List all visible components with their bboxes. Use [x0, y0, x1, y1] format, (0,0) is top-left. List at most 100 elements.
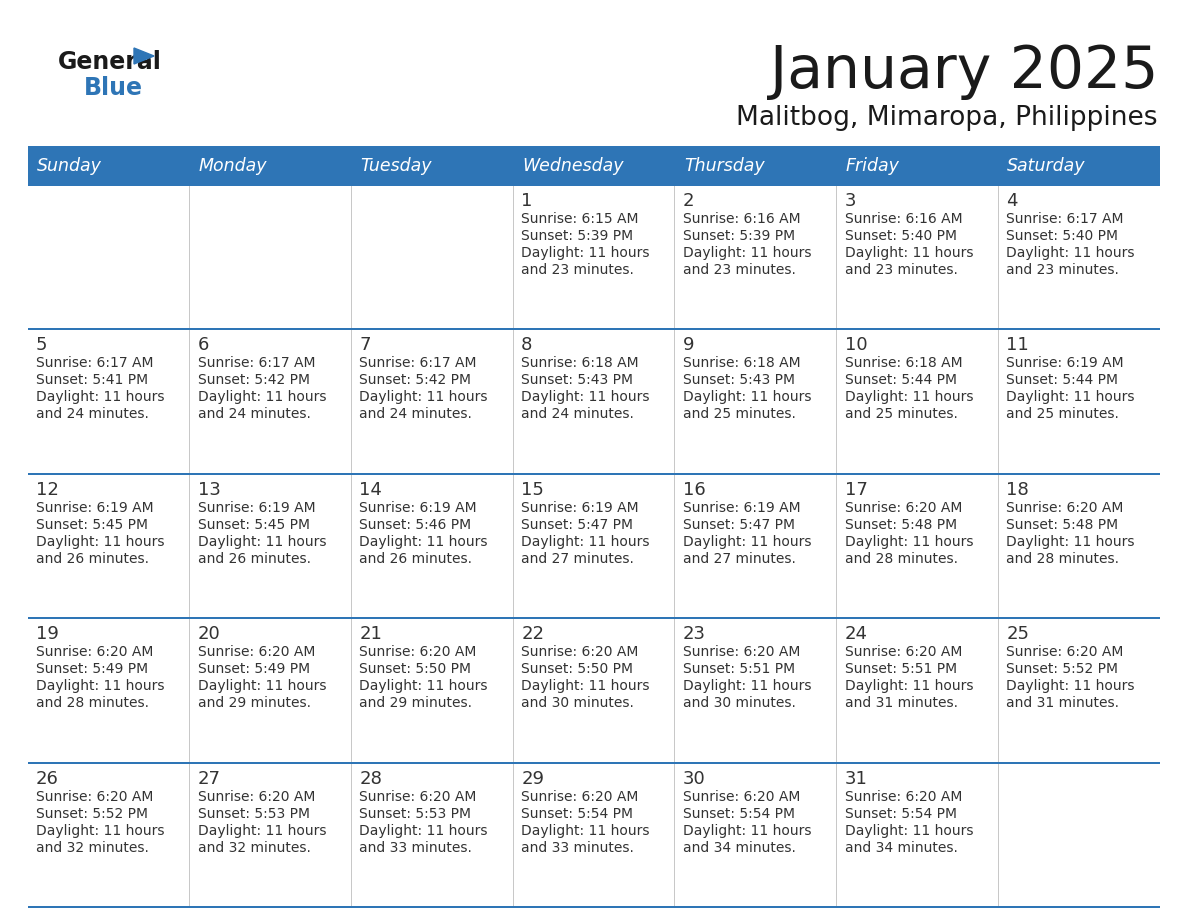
Bar: [836, 330, 998, 473]
Text: Sunrise: 6:17 AM: Sunrise: 6:17 AM: [36, 356, 153, 370]
Bar: [998, 330, 1159, 473]
Text: 11: 11: [1006, 336, 1029, 354]
Text: Sunrise: 6:18 AM: Sunrise: 6:18 AM: [522, 356, 639, 370]
Text: Daylight: 11 hours: Daylight: 11 hours: [683, 535, 811, 549]
Text: Daylight: 11 hours: Daylight: 11 hours: [197, 390, 327, 405]
Bar: [836, 148, 998, 184]
Text: Sunset: 5:45 PM: Sunset: 5:45 PM: [197, 518, 310, 532]
Bar: [513, 475, 675, 617]
Text: Daylight: 11 hours: Daylight: 11 hours: [197, 823, 327, 837]
Text: Sunset: 5:49 PM: Sunset: 5:49 PM: [197, 662, 310, 677]
Text: Sunset: 5:44 PM: Sunset: 5:44 PM: [1006, 374, 1118, 387]
Text: Sunrise: 6:20 AM: Sunrise: 6:20 AM: [197, 645, 315, 659]
Text: and 26 minutes.: and 26 minutes.: [36, 552, 148, 565]
Text: 12: 12: [36, 481, 59, 498]
Text: Sunset: 5:51 PM: Sunset: 5:51 PM: [845, 662, 956, 677]
Text: Blue: Blue: [84, 76, 143, 100]
Text: Sunset: 5:53 PM: Sunset: 5:53 PM: [360, 807, 472, 821]
Text: Daylight: 11 hours: Daylight: 11 hours: [522, 679, 650, 693]
Text: Daylight: 11 hours: Daylight: 11 hours: [845, 679, 973, 693]
Text: Sunrise: 6:17 AM: Sunrise: 6:17 AM: [360, 356, 476, 370]
Text: Sunset: 5:46 PM: Sunset: 5:46 PM: [360, 518, 472, 532]
Text: January 2025: January 2025: [770, 43, 1158, 100]
Text: and 24 minutes.: and 24 minutes.: [36, 408, 148, 421]
Text: Thursday: Thursday: [684, 157, 765, 175]
Text: 25: 25: [1006, 625, 1029, 644]
Bar: [998, 475, 1159, 617]
Bar: [190, 475, 352, 617]
Text: Sunrise: 6:20 AM: Sunrise: 6:20 AM: [360, 789, 476, 803]
Text: and 31 minutes.: and 31 minutes.: [845, 696, 958, 711]
Text: Sunset: 5:43 PM: Sunset: 5:43 PM: [522, 374, 633, 387]
Text: Sunrise: 6:20 AM: Sunrise: 6:20 AM: [845, 645, 962, 659]
Bar: [29, 330, 190, 473]
Text: Sunset: 5:47 PM: Sunset: 5:47 PM: [683, 518, 795, 532]
Text: and 30 minutes.: and 30 minutes.: [522, 696, 634, 711]
Bar: [352, 186, 513, 329]
Bar: [29, 148, 190, 184]
Text: Daylight: 11 hours: Daylight: 11 hours: [360, 679, 488, 693]
Text: Sunrise: 6:15 AM: Sunrise: 6:15 AM: [522, 212, 639, 226]
Text: and 28 minutes.: and 28 minutes.: [1006, 552, 1119, 565]
Bar: [513, 330, 675, 473]
Text: Sunrise: 6:20 AM: Sunrise: 6:20 AM: [1006, 645, 1124, 659]
Text: Sunset: 5:39 PM: Sunset: 5:39 PM: [522, 229, 633, 243]
Text: 23: 23: [683, 625, 706, 644]
Text: and 23 minutes.: and 23 minutes.: [683, 263, 796, 277]
Text: Sunrise: 6:20 AM: Sunrise: 6:20 AM: [683, 645, 801, 659]
Text: 10: 10: [845, 336, 867, 354]
Text: Sunrise: 6:20 AM: Sunrise: 6:20 AM: [845, 501, 962, 515]
Text: Daylight: 11 hours: Daylight: 11 hours: [845, 246, 973, 260]
Text: and 32 minutes.: and 32 minutes.: [197, 841, 310, 855]
Text: 4: 4: [1006, 192, 1018, 210]
Bar: [29, 184, 1159, 186]
Text: Daylight: 11 hours: Daylight: 11 hours: [845, 823, 973, 837]
Text: Sunrise: 6:20 AM: Sunrise: 6:20 AM: [522, 789, 638, 803]
Text: Sunset: 5:50 PM: Sunset: 5:50 PM: [522, 662, 633, 677]
Text: Daylight: 11 hours: Daylight: 11 hours: [36, 823, 164, 837]
Bar: [675, 186, 836, 329]
Bar: [352, 148, 513, 184]
Bar: [190, 330, 352, 473]
Text: 16: 16: [683, 481, 706, 498]
Text: and 31 minutes.: and 31 minutes.: [1006, 696, 1119, 711]
Text: Sunset: 5:53 PM: Sunset: 5:53 PM: [197, 807, 310, 821]
Text: and 33 minutes.: and 33 minutes.: [360, 841, 473, 855]
Bar: [675, 620, 836, 762]
Text: Daylight: 11 hours: Daylight: 11 hours: [1006, 535, 1135, 549]
Text: Sunset: 5:42 PM: Sunset: 5:42 PM: [360, 374, 472, 387]
Text: Daylight: 11 hours: Daylight: 11 hours: [522, 535, 650, 549]
Text: Malitbog, Mimaropa, Philippines: Malitbog, Mimaropa, Philippines: [737, 105, 1158, 131]
Text: Sunrise: 6:18 AM: Sunrise: 6:18 AM: [845, 356, 962, 370]
Text: Daylight: 11 hours: Daylight: 11 hours: [845, 535, 973, 549]
Text: Daylight: 11 hours: Daylight: 11 hours: [360, 823, 488, 837]
Text: Daylight: 11 hours: Daylight: 11 hours: [360, 535, 488, 549]
Text: and 26 minutes.: and 26 minutes.: [197, 552, 311, 565]
Bar: [29, 764, 190, 906]
Text: Daylight: 11 hours: Daylight: 11 hours: [36, 390, 164, 405]
Text: Daylight: 11 hours: Daylight: 11 hours: [683, 679, 811, 693]
Bar: [190, 764, 352, 906]
Text: Sunrise: 6:16 AM: Sunrise: 6:16 AM: [683, 212, 801, 226]
Text: Sunrise: 6:20 AM: Sunrise: 6:20 AM: [845, 789, 962, 803]
Bar: [352, 620, 513, 762]
Text: 2: 2: [683, 192, 694, 210]
Text: Daylight: 11 hours: Daylight: 11 hours: [360, 390, 488, 405]
Text: Sunrise: 6:19 AM: Sunrise: 6:19 AM: [522, 501, 639, 515]
Bar: [190, 186, 352, 329]
Text: Sunset: 5:39 PM: Sunset: 5:39 PM: [683, 229, 795, 243]
Text: Sunrise: 6:20 AM: Sunrise: 6:20 AM: [360, 645, 476, 659]
Bar: [998, 186, 1159, 329]
Text: Friday: Friday: [846, 157, 899, 175]
Text: Tuesday: Tuesday: [360, 157, 432, 175]
Text: Daylight: 11 hours: Daylight: 11 hours: [522, 390, 650, 405]
Text: Sunrise: 6:20 AM: Sunrise: 6:20 AM: [36, 789, 153, 803]
Text: 14: 14: [360, 481, 383, 498]
Text: and 24 minutes.: and 24 minutes.: [197, 408, 310, 421]
Text: Daylight: 11 hours: Daylight: 11 hours: [522, 823, 650, 837]
Text: 15: 15: [522, 481, 544, 498]
Text: Sunrise: 6:20 AM: Sunrise: 6:20 AM: [683, 789, 801, 803]
Text: and 25 minutes.: and 25 minutes.: [683, 408, 796, 421]
Text: Sunrise: 6:16 AM: Sunrise: 6:16 AM: [845, 212, 962, 226]
Text: and 23 minutes.: and 23 minutes.: [522, 263, 634, 277]
